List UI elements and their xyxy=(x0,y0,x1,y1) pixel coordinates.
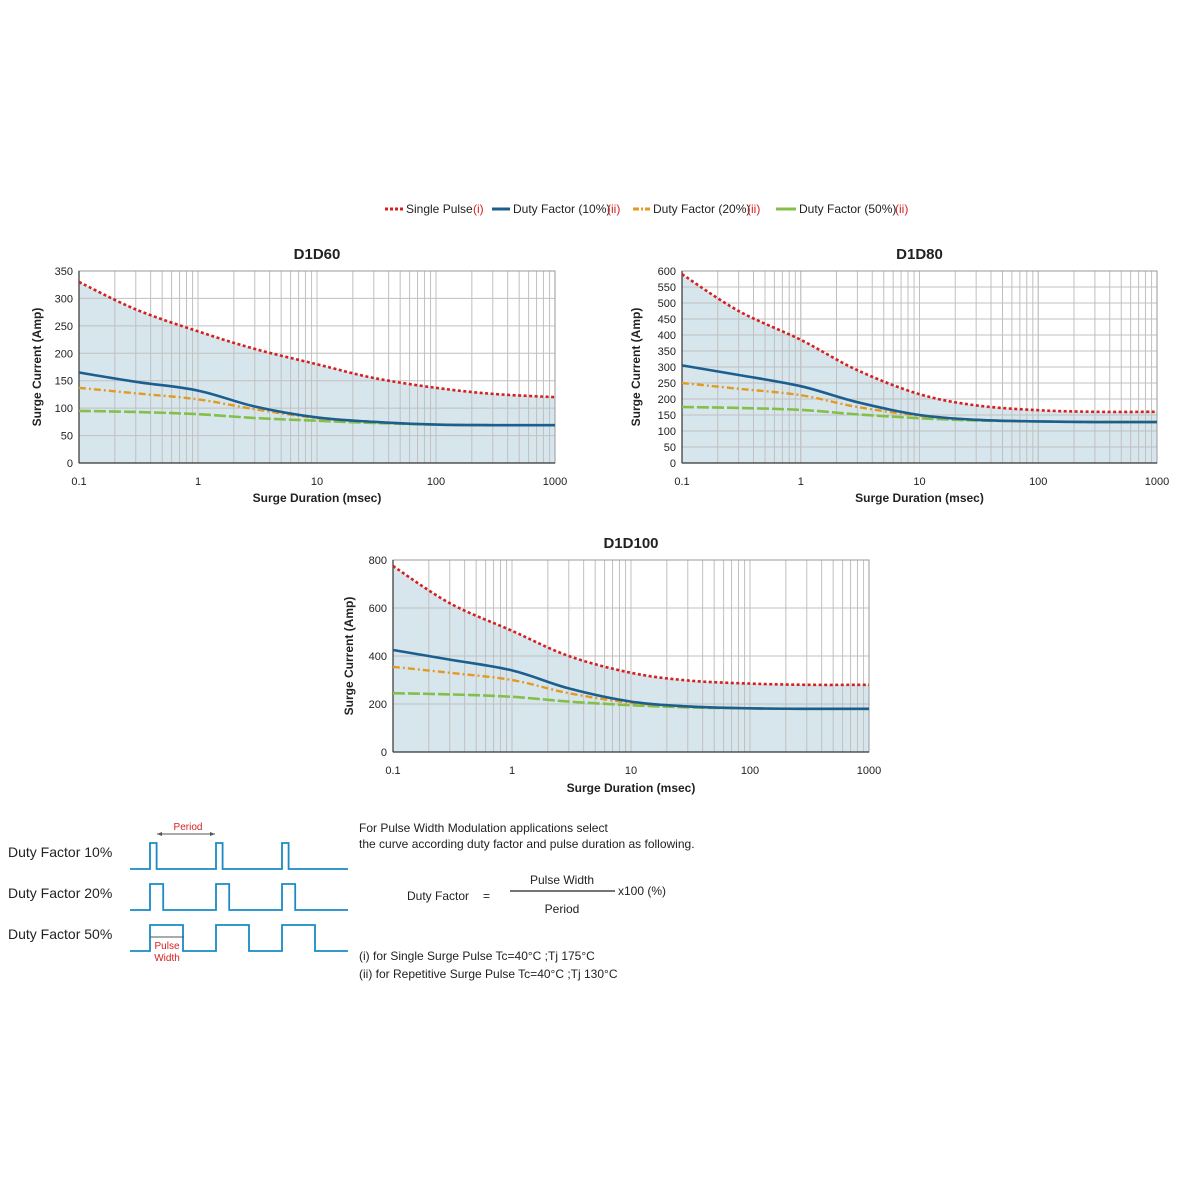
x-axis-label: Surge Duration (msec) xyxy=(855,491,984,505)
chart-d1d60: D1D60 0 50 100 150 200 250 300 350 0.1 1 10 100 1000 S… xyxy=(30,246,567,505)
formula-label: Duty Factor xyxy=(407,889,469,903)
y-tick-label: 0 xyxy=(381,747,387,759)
y-tick-label: 150 xyxy=(55,376,73,388)
x-tick-label: 1 xyxy=(195,476,201,488)
y-tick-label: 600 xyxy=(369,603,387,615)
x-tick-label: 0.1 xyxy=(385,765,400,777)
y-tick-label: 350 xyxy=(55,266,73,278)
formula-multiplier: x100 (%) xyxy=(618,884,666,898)
duty-factor-50-label: Duty Factor 50% xyxy=(8,926,112,942)
legend-note-df20: (ii) xyxy=(747,202,760,216)
condition-single: (i) for Single Surge Pulse Tc=40°C ;Tj 1… xyxy=(359,949,595,963)
duty-factor-10-label: Duty Factor 10% xyxy=(8,844,112,860)
y-tick-label: 50 xyxy=(61,431,73,443)
y-tick-label: 250 xyxy=(658,378,676,390)
x-tick-label: 100 xyxy=(1029,476,1047,488)
legend-label-df50: Duty Factor (50%) xyxy=(799,202,896,216)
y-tick-label: 200 xyxy=(55,348,73,360)
series-line-duty-factor-10 xyxy=(681,364,1158,424)
x-tick-label: 10 xyxy=(913,476,925,488)
y-tick-label: 100 xyxy=(55,403,73,415)
chart-d1d80: D1D80 0 50 100 150 200 250 300 350 400 450 500 550 60… xyxy=(629,246,1169,505)
x-axis-label: Surge Duration (msec) xyxy=(253,491,382,505)
x-axis-label: Surge Duration (msec) xyxy=(567,781,696,795)
legend-label-single-pulse: Single Pulse xyxy=(406,202,473,216)
y-tick-label: 500 xyxy=(658,298,676,310)
series-line-duty-factor-10 xyxy=(78,371,556,427)
x-tick-label: 10 xyxy=(311,476,323,488)
x-tick-label: 1 xyxy=(509,765,515,777)
legend-note-df10: (ii) xyxy=(607,202,620,216)
formula-numerator: Pulse Width xyxy=(530,873,594,887)
y-tick-label: 800 xyxy=(369,555,387,567)
legend-note-single-pulse: (i) xyxy=(473,202,484,216)
chart-title: D1D100 xyxy=(603,535,658,552)
duty-factor-20-label: Duty Factor 20% xyxy=(8,885,112,901)
chart-title: D1D60 xyxy=(294,246,341,263)
legend-label-df20: Duty Factor (20%) xyxy=(653,202,750,216)
y-axis-label: Surge Current (Amp) xyxy=(342,597,356,716)
legend-note-df50: (ii) xyxy=(895,202,908,216)
formula-equals: = xyxy=(483,889,490,903)
y-axis-label: Surge Current (Amp) xyxy=(629,308,643,427)
chart-title: D1D80 xyxy=(896,246,943,263)
y-tick-label: 550 xyxy=(658,282,676,294)
y-tick-label: 300 xyxy=(658,362,676,374)
series-line-duty-factor-10 xyxy=(392,648,870,711)
intro-line-1: For Pulse Width Modulation applications … xyxy=(359,821,608,835)
series-line-single-pulse xyxy=(78,280,556,399)
y-tick-label: 200 xyxy=(658,394,676,406)
y-tick-label: 50 xyxy=(664,442,676,454)
series-line-duty-factor-20 xyxy=(681,381,1158,424)
y-tick-label: 0 xyxy=(670,458,676,470)
legend: Single Pulse (i) Duty Factor (10%) (ii) … xyxy=(385,202,908,216)
y-tick-label: 450 xyxy=(658,314,676,326)
y-tick-label: 350 xyxy=(658,346,676,358)
x-tick-label: 100 xyxy=(427,476,445,488)
series-line-single-pulse xyxy=(681,273,1158,414)
x-tick-label: 1000 xyxy=(1145,476,1169,488)
x-tick-label: 0.1 xyxy=(674,476,689,488)
y-tick-label: 400 xyxy=(658,330,676,342)
x-tick-label: 1000 xyxy=(543,476,567,488)
period-arrow-head-left xyxy=(157,832,162,836)
intro-line-2: the curve according duty factor and puls… xyxy=(359,837,695,851)
y-axis-label: Surge Current (Amp) xyxy=(30,308,44,427)
x-tick-label: 10 xyxy=(625,765,637,777)
notes: For Pulse Width Modulation applications … xyxy=(359,821,695,981)
x-tick-label: 100 xyxy=(741,765,759,777)
y-tick-label: 400 xyxy=(369,651,387,663)
y-tick-label: 300 xyxy=(55,293,73,305)
period-label: Period xyxy=(174,822,203,833)
chart-d1d100: D1D100 0 200 400 600 800 0.1 1 10 100 1000 Surge Du… xyxy=(342,535,881,795)
pulse-diagrams: Duty Factor 10% Duty Factor 20% Duty Fac… xyxy=(8,822,348,964)
legend-label-df10: Duty Factor (10%) xyxy=(513,202,610,216)
pulse-waveform xyxy=(130,924,348,952)
formula-denominator: Period xyxy=(545,902,580,916)
pulse-width-label-line1: Pulse xyxy=(154,941,179,952)
y-tick-label: 250 xyxy=(55,321,73,333)
y-tick-label: 100 xyxy=(658,426,676,438)
y-tick-label: 200 xyxy=(369,699,387,711)
y-tick-label: 600 xyxy=(658,266,676,278)
x-tick-label: 1 xyxy=(798,476,804,488)
condition-repetitive: (ii) for Repetitive Surge Pulse Tc=40°C … xyxy=(359,967,618,981)
period-arrow-head-right xyxy=(210,832,215,836)
y-tick-label: 0 xyxy=(67,458,73,470)
x-tick-label: 0.1 xyxy=(71,476,86,488)
pulse-waveform xyxy=(130,842,348,870)
x-tick-label: 1000 xyxy=(857,765,881,777)
y-tick-label: 150 xyxy=(658,410,676,422)
pulse-width-label-line2: Width xyxy=(154,953,180,964)
series-line-single-pulse xyxy=(392,564,870,687)
pulse-waveform xyxy=(130,883,348,911)
